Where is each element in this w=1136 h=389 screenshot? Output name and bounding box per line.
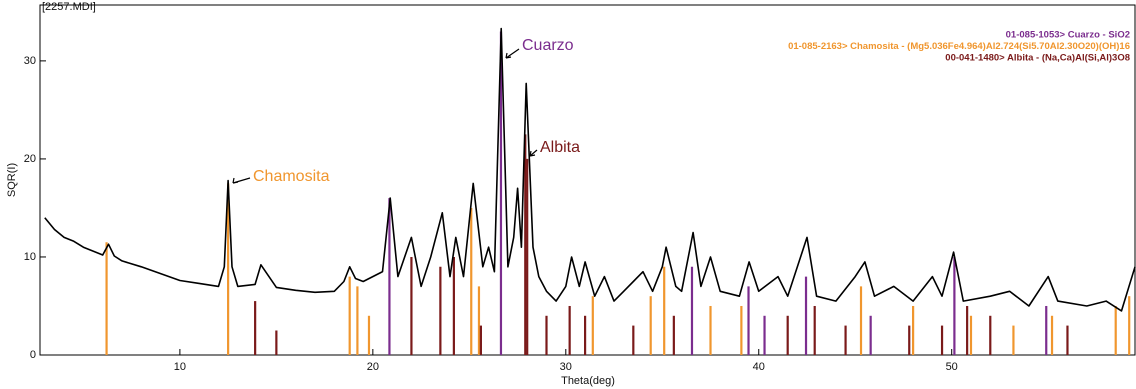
annotation-arrow — [505, 48, 520, 59]
y-tick-label: 0 — [30, 349, 36, 361]
y-tick-label: 20 — [24, 153, 36, 165]
x-tick-label: 40 — [753, 361, 765, 373]
x-tick-label: 20 — [367, 361, 379, 373]
legend-entry: 01-085-1053> Cuarzo - SiO2 — [1006, 30, 1130, 41]
legend-entry: 01-085-2163> Chamosita - (Mg5.036Fe4.964… — [788, 41, 1130, 52]
annotation: Cuarzo — [522, 37, 574, 54]
x-tick-label: 50 — [946, 361, 958, 373]
annotation-arrow — [529, 149, 538, 157]
annotation: Chamosita — [253, 168, 330, 185]
x-tick-label: 30 — [560, 361, 572, 373]
annotation-arrowhead — [529, 150, 536, 157]
y-axis-label: SQR(I) — [6, 163, 18, 197]
x-tick-label: 10 — [174, 361, 186, 373]
x-axis-label: Theta(deg) — [561, 375, 615, 387]
y-tick-label: 30 — [24, 55, 36, 67]
legend-entry: 00-041-1480> Albita - (Na,Ca)Al(Si,Al)3O… — [945, 53, 1130, 64]
annotation-arrowhead — [505, 52, 512, 59]
annotation: Albita — [540, 139, 580, 156]
plot-frame — [39, 4, 1136, 356]
measured-pattern — [44, 27, 1136, 312]
y-tick-label: 10 — [24, 251, 36, 263]
annotation-arrowhead — [232, 177, 239, 184]
chart-title: [2257.MDI] — [42, 1, 96, 13]
